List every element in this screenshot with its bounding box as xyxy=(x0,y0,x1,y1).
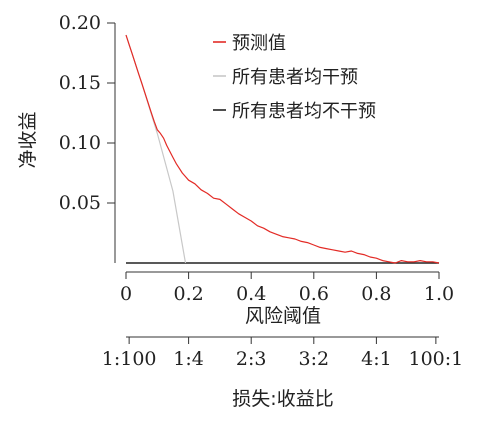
x-tick-label: 0.2 xyxy=(173,283,203,305)
y-tick-label: 0.20 xyxy=(59,12,101,34)
y-tick-label: 0.15 xyxy=(59,72,101,94)
secondary-tick-label: 3:2 xyxy=(299,348,330,370)
series-line xyxy=(125,34,440,264)
secondary-tick-label: 1:4 xyxy=(173,348,204,370)
secondary-axis-title: 损失:收益比 xyxy=(232,388,333,410)
x-tick-label: 1.0 xyxy=(424,283,454,305)
legend-label: 所有患者均不干预 xyxy=(232,101,376,122)
x-tick-label: 0.8 xyxy=(361,283,391,305)
x-tick-label: 0.4 xyxy=(236,283,266,305)
legend-label: 预测值 xyxy=(232,33,286,54)
legend-label: 所有患者均干预 xyxy=(232,67,358,88)
y-tick-label: 0.10 xyxy=(59,132,101,154)
y-axis-title: 净收益 xyxy=(17,111,39,168)
series-line xyxy=(125,34,187,264)
x-tick-label: 0 xyxy=(120,283,132,305)
y-tick-label: 0.05 xyxy=(59,192,101,214)
secondary-tick-label: 2:3 xyxy=(236,348,267,370)
series-layer xyxy=(125,34,440,264)
secondary-tick-label: 1:100 xyxy=(102,348,157,370)
x-tick-label: 0.6 xyxy=(299,283,329,305)
secondary-tick-label: 4:1 xyxy=(361,348,392,370)
x-axis-title: 风险阈值 xyxy=(245,305,321,327)
secondary-tick-label: 100:1 xyxy=(408,348,463,370)
axes: 0.05 0.10 0.15 0.20 净收益 0 0.2 0.4 0.6 0.8 1.0 风险阈值 1… xyxy=(17,12,463,410)
